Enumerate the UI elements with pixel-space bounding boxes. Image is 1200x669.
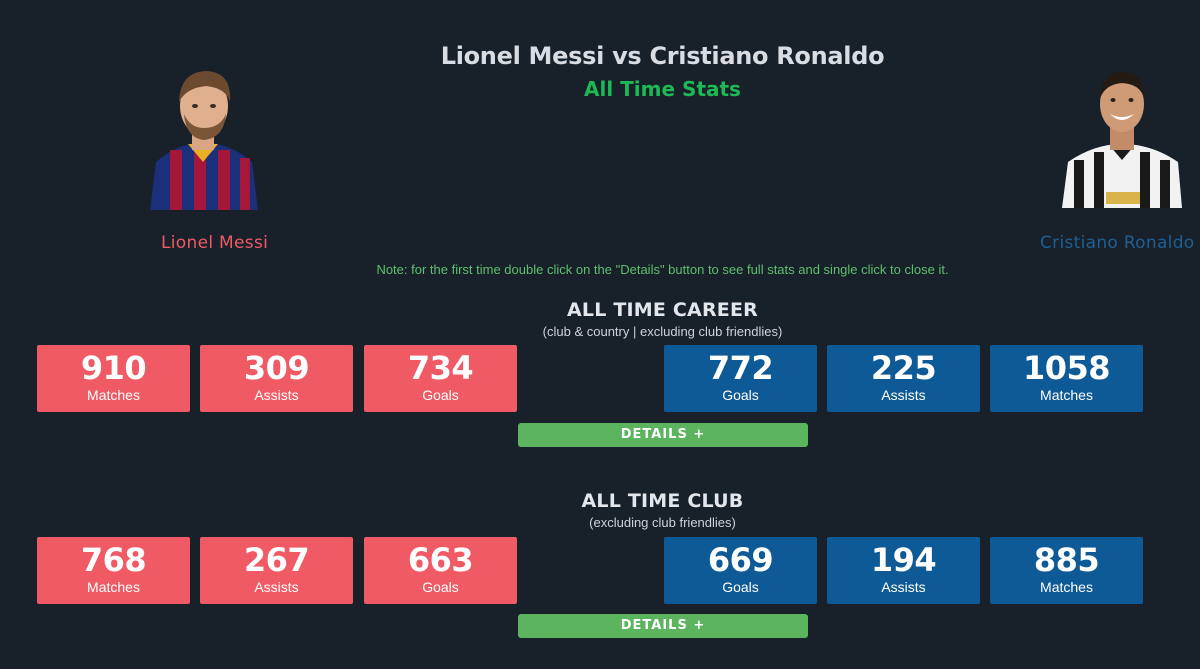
stat-value: 734 <box>407 349 474 387</box>
stat-label: Goals <box>722 387 759 403</box>
stat-label: Assists <box>254 387 299 403</box>
stat-value: 772 <box>707 349 774 387</box>
ronaldo-photo <box>1060 64 1184 208</box>
career-ronaldo-goals: 772 Goals <box>664 345 817 412</box>
instruction-note: Note: for the first time double click on… <box>376 262 949 277</box>
stat-value: 910 <box>80 349 147 387</box>
stat-label: Assists <box>881 387 926 403</box>
club-messi-matches: 768 Matches <box>37 537 190 604</box>
club-section-subtitle: (excluding club friendlies) <box>589 515 736 530</box>
career-ronaldo-matches: 1058 Matches <box>990 345 1143 412</box>
club-messi-assists: 267 Assists <box>200 537 353 604</box>
club-ronaldo-goals: 669 Goals <box>664 537 817 604</box>
stat-value: 1058 <box>1022 349 1111 387</box>
club-details-button[interactable]: DETAILS + <box>518 614 808 638</box>
stat-label: Assists <box>254 579 299 595</box>
career-messi-matches: 910 Matches <box>37 345 190 412</box>
stat-value: 309 <box>243 349 310 387</box>
stat-label: Goals <box>722 579 759 595</box>
career-messi-assists: 309 Assists <box>200 345 353 412</box>
club-ronaldo-matches: 885 Matches <box>990 537 1143 604</box>
club-section-title: ALL TIME CLUB <box>581 490 744 512</box>
club-messi-goals: 663 Goals <box>364 537 517 604</box>
stat-value: 225 <box>870 349 937 387</box>
stat-value: 194 <box>870 541 937 579</box>
stat-label: Goals <box>422 579 459 595</box>
stat-value: 669 <box>707 541 774 579</box>
page-subtitle: All Time Stats <box>584 77 741 101</box>
stat-label: Matches <box>87 579 140 595</box>
stat-label: Matches <box>1040 387 1093 403</box>
stat-value: 885 <box>1033 541 1100 579</box>
page-title: Lionel Messi vs Cristiano Ronaldo <box>440 42 885 70</box>
career-section-title: ALL TIME CAREER <box>567 299 758 321</box>
stat-label: Matches <box>87 387 140 403</box>
messi-photo <box>146 62 260 210</box>
stat-value: 663 <box>407 541 474 579</box>
club-ronaldo-assists: 194 Assists <box>827 537 980 604</box>
stat-label: Matches <box>1040 579 1093 595</box>
stat-label: Assists <box>881 579 926 595</box>
career-messi-goals: 734 Goals <box>364 345 517 412</box>
career-section-subtitle: (club & country | excluding club friendl… <box>542 324 783 339</box>
stat-value: 768 <box>80 541 147 579</box>
stat-label: Goals <box>422 387 459 403</box>
ronaldo-name: Cristiano Ronaldo <box>1040 233 1195 253</box>
career-details-button[interactable]: DETAILS + <box>518 423 808 447</box>
messi-name: Lionel Messi <box>161 233 269 253</box>
stat-value: 267 <box>243 541 310 579</box>
career-ronaldo-assists: 225 Assists <box>827 345 980 412</box>
